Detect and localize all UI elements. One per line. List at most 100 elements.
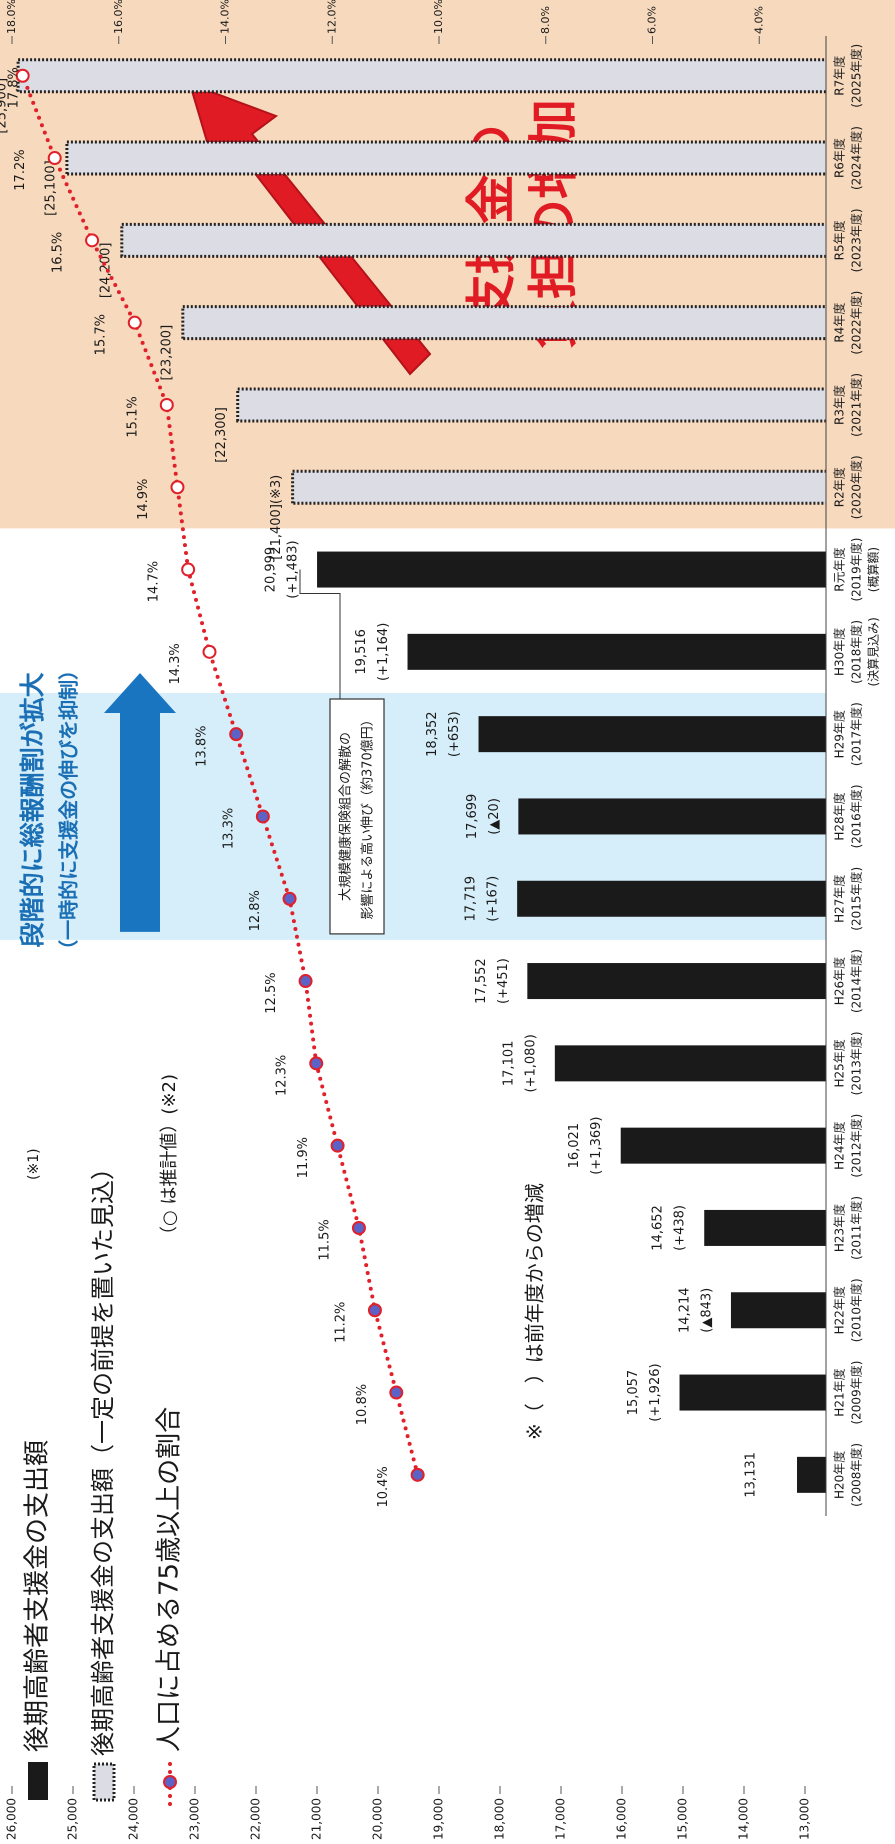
ratio-label: 15.7% [93, 314, 108, 355]
ratio-label: 17.8% [7, 67, 22, 108]
projected-value-label: [25,900] [0, 78, 10, 134]
category-label: H26年度 [833, 957, 847, 1005]
category-note: (概算額) [866, 547, 881, 592]
bar-value-label: 17,699 [465, 794, 480, 840]
ratio-label: 14.7% [147, 561, 162, 602]
projected-value-label: [25,100] [43, 160, 58, 216]
category-year: (2008年度) [850, 1443, 864, 1507]
legend-marker-projected [92, 1762, 116, 1802]
ratio-point [202, 644, 217, 659]
category-label: H23年度 [833, 1204, 847, 1252]
projected-bar [120, 222, 868, 258]
bar-change-label: (+1,164) [376, 623, 391, 681]
category-label: H28年度 [833, 792, 847, 840]
ratio-label: 13.8% [195, 725, 210, 766]
ratio-line [20, 73, 420, 1477]
legend-note: (※1) [26, 1148, 42, 1180]
y-tick-label: 13,000 [798, 1798, 812, 1840]
annotation-text: 大規模健康保険組合の解散の [339, 732, 354, 901]
legend-marker-bar [28, 1762, 48, 1800]
bar-value-label: 15,057 [626, 1370, 641, 1416]
bar [620, 1127, 866, 1164]
category-year: (2009年度) [850, 1361, 864, 1425]
ratio-label: 17.2% [13, 149, 28, 190]
ratio-point [85, 233, 100, 248]
bar [478, 716, 866, 753]
ratio-label: 15.1% [125, 396, 140, 437]
bar [518, 798, 867, 835]
legend-note: （○ は推計値）(※2) [159, 1074, 180, 1244]
projected-bar [65, 140, 868, 176]
y2-tick-label: 18.0% [5, 0, 18, 34]
bar [679, 1374, 867, 1411]
category-label: R6年度 [833, 138, 847, 178]
category-label: H29年度 [833, 710, 847, 758]
ratio-label: 12.3% [275, 1055, 290, 1096]
bar-change-label: (+1,926) [648, 1363, 663, 1421]
legend-label: 後期高齢者支援金の支出額 [23, 1440, 53, 1752]
y-tick-label: 24,000 [127, 1798, 141, 1840]
ratio-label: 10.8% [355, 1384, 370, 1425]
category-year: (2015年度) [850, 867, 864, 931]
category-year: (2014年度) [850, 949, 864, 1013]
bar-value-label: 13,131 [744, 1452, 759, 1498]
ratio-label: 13.3% [221, 808, 236, 849]
category-label: H21年度 [833, 1368, 847, 1416]
ratio-label: 14.3% [168, 643, 183, 684]
category-year: (2012年度) [850, 1114, 864, 1178]
bar-value-label: 14,214 [677, 1288, 692, 1334]
ratio-point [255, 809, 270, 824]
bar-value-label: 20,999 [264, 547, 279, 593]
category-label: H27年度 [833, 875, 847, 923]
bar-value-label: 19,516 [354, 629, 369, 675]
y2-tick-label: 16.0% [112, 0, 125, 34]
y-tick-label: 16,000 [615, 1798, 629, 1840]
ratio-point [170, 480, 185, 495]
category-year: (2022年度) [850, 291, 864, 355]
ratio-point [127, 315, 142, 330]
ratio-point [282, 891, 297, 906]
projected-bar [16, 58, 868, 94]
bar-value-label: 17,101 [501, 1041, 516, 1087]
ratio-point [309, 1056, 324, 1071]
annotation-leader [299, 569, 341, 699]
y-tick-label: 17,000 [554, 1798, 568, 1840]
y-tick-label: 25,000 [66, 1798, 80, 1840]
bar-change-label: (+1,483) [286, 540, 301, 598]
bar [527, 963, 866, 1000]
category-label: H20年度 [833, 1451, 847, 1499]
ratio-point [298, 974, 313, 989]
bar-change-label: (+438) [673, 1205, 688, 1251]
y-tick-label: 22,000 [249, 1798, 263, 1840]
category-strip [826, 528, 895, 1844]
bar [517, 880, 866, 917]
reform-text: （一時的に支援金の伸びを抑制） [57, 660, 81, 960]
bar [407, 633, 866, 670]
annotation-text: 影響による高い伸び（約370億円） [360, 713, 376, 919]
bar-change-label: (▲843) [699, 1288, 714, 1333]
y2-tick-label: 4.0% [752, 6, 765, 34]
ratio-point [351, 1220, 366, 1235]
category-year: (2017年度) [850, 702, 864, 766]
projected-value-label: [23,200] [159, 325, 174, 381]
ratio-label: 14.9% [136, 479, 151, 520]
category-label: R2年度 [833, 467, 847, 507]
y-tick-label: 21,000 [310, 1798, 324, 1840]
category-strip-projection [826, 0, 895, 529]
ratio-label: 12.5% [264, 972, 279, 1013]
projected-value-label: [24,200] [98, 243, 113, 299]
category-label: R5年度 [833, 220, 847, 260]
bar-change-label: (▲20) [487, 798, 502, 835]
bar-change-label: (+167) [486, 876, 501, 922]
y-tick-label: 15,000 [676, 1798, 690, 1840]
y2-tick-label: 12.0% [325, 0, 338, 34]
ratio-label: 10.4% [376, 1466, 391, 1507]
legend-marker-point [163, 1775, 177, 1789]
category-year: (2018年度) [850, 620, 864, 684]
projected-value-label: [21,400](※3) [269, 475, 284, 560]
bar-value-label: 17,552 [474, 958, 489, 1004]
reform-text: 段階的に総報酬割が拡大 [18, 672, 47, 947]
category-note: (決算見込み) [866, 617, 881, 686]
